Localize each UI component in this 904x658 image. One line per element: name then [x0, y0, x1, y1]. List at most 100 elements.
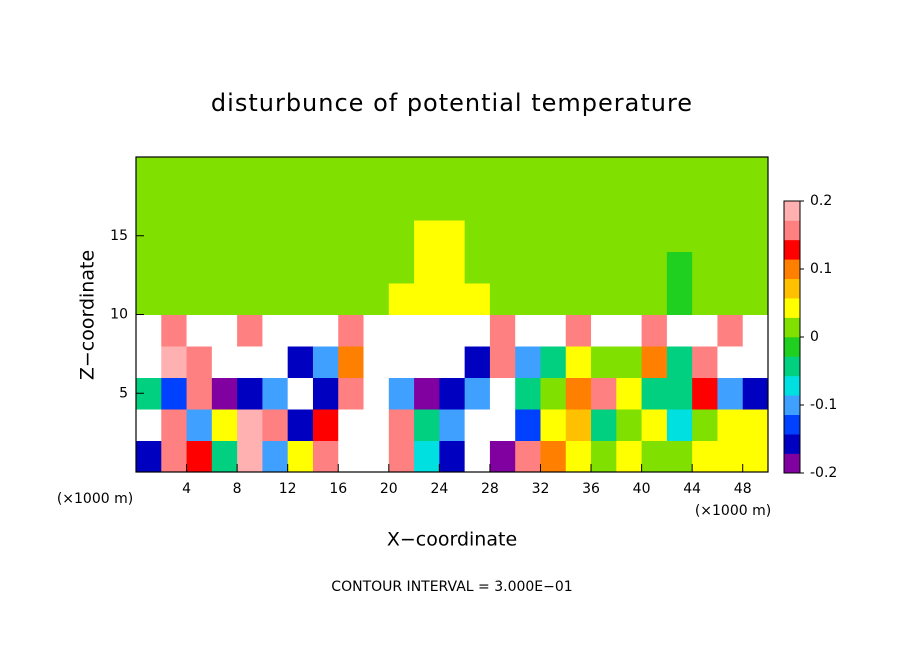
cell: [363, 188, 390, 221]
cell: [439, 409, 466, 441]
cell: [464, 188, 491, 221]
cell: [388, 346, 415, 378]
cell: [186, 283, 213, 315]
axes: 4 8 12 16 20 24 28 32 36 40 44 4851015-0.2-0.100.10…: [110, 156, 837, 497]
cell: [616, 157, 643, 189]
cell: [742, 377, 769, 410]
cell: [565, 157, 592, 189]
cell: [186, 220, 213, 252]
cell: [515, 251, 541, 284]
cell: [211, 283, 238, 315]
cell: [641, 346, 668, 378]
cell: [641, 409, 668, 441]
cell: [515, 157, 541, 189]
colorbar-tick-label: 0.2: [810, 193, 832, 209]
cell: [312, 283, 339, 315]
cell: [312, 157, 339, 189]
cell: [717, 188, 744, 221]
cell: [186, 377, 213, 410]
cell: [591, 409, 617, 441]
cell: [186, 157, 213, 189]
cell: [742, 314, 769, 347]
cell: [489, 157, 516, 189]
cell: [717, 314, 744, 347]
cell: [464, 314, 491, 347]
cell: [439, 251, 466, 284]
x-axis-label: X−coordinate: [387, 529, 517, 551]
cell: [161, 409, 188, 441]
cell: [692, 409, 718, 441]
cell: [515, 188, 541, 221]
cell: [489, 409, 516, 441]
cell: [666, 283, 693, 315]
cell: [591, 440, 617, 473]
cell: [717, 157, 744, 189]
cell: [540, 157, 567, 189]
cell: [136, 440, 162, 473]
cell: [439, 157, 466, 189]
cell: [161, 220, 188, 252]
cell: [540, 188, 567, 221]
x-tick-label: 16: [329, 481, 347, 497]
cell: [591, 188, 617, 221]
cell: [464, 157, 491, 189]
cell: [489, 188, 516, 221]
cell: [287, 157, 314, 189]
cell: [666, 346, 693, 378]
x-tick-label: 44: [683, 481, 701, 497]
cell: [641, 251, 668, 284]
cell: [262, 220, 289, 252]
x-tick-label: 48: [734, 481, 752, 497]
cell: [161, 346, 188, 378]
cell: [742, 409, 769, 441]
cell: [287, 251, 314, 284]
cell: [692, 188, 718, 221]
y-tick-label: 5: [119, 385, 128, 401]
y-tick-label: 15: [110, 228, 128, 244]
cell: [237, 346, 263, 378]
cell: [616, 314, 643, 347]
cell: [136, 251, 162, 284]
cell: [540, 409, 567, 441]
cell: [338, 314, 365, 347]
cell: [692, 283, 718, 315]
cell: [312, 346, 339, 378]
cell: [489, 283, 516, 315]
cell: [186, 251, 213, 284]
x-tick-label: 32: [532, 481, 550, 497]
cell: [439, 440, 466, 473]
cell: [211, 220, 238, 252]
x-tick-label: 36: [582, 481, 600, 497]
colorbar-band: [784, 239, 800, 260]
cell: [262, 440, 289, 473]
cell: [464, 346, 491, 378]
cell: [515, 440, 541, 473]
cell: [287, 314, 314, 347]
cell: [363, 440, 390, 473]
cell: [136, 314, 162, 347]
cell: [717, 346, 744, 378]
colorbar-band: [784, 201, 800, 221]
cell: [363, 251, 390, 284]
cell: [338, 283, 365, 315]
cell: [641, 283, 668, 315]
cell: [262, 251, 289, 284]
cell: [742, 283, 769, 315]
colorbar-band: [784, 375, 800, 396]
cell: [237, 283, 263, 315]
x-unit-label: (×1000 m): [57, 491, 133, 507]
cell: [211, 251, 238, 284]
cell: [312, 188, 339, 221]
cell: [363, 283, 390, 315]
cell: [388, 220, 415, 252]
cell: [565, 188, 592, 221]
x-tick-label: 4: [182, 481, 191, 497]
cell: [666, 188, 693, 221]
cell: [666, 251, 693, 284]
cell: [742, 157, 769, 189]
cell: [540, 377, 567, 410]
cell: [742, 220, 769, 252]
field: [136, 157, 769, 473]
cell: [211, 440, 238, 473]
cell: [439, 377, 466, 410]
